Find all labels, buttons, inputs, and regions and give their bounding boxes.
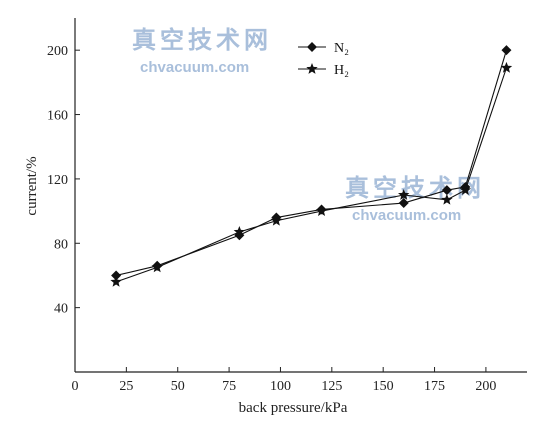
x-tick-label: 100 — [270, 379, 291, 394]
data-point-star — [441, 193, 453, 205]
x-tick-label: 175 — [424, 379, 445, 394]
x-tick-label: 25 — [119, 379, 133, 394]
data-point-diamond — [501, 45, 512, 56]
x-tick-label: 150 — [373, 379, 394, 394]
data-point-star — [306, 63, 318, 74]
x-tick-label: 200 — [475, 379, 496, 394]
data-point-diamond — [398, 198, 409, 209]
x-tick-label: 125 — [321, 379, 342, 394]
watermark-en-mid: chvacuum.com — [352, 207, 461, 224]
legend-item-n2: N₂ — [298, 41, 349, 56]
watermark: 真空技术网 chvacuum.com 真空技术网 chvacuum.com — [132, 26, 481, 224]
x-tick-label: 75 — [222, 379, 236, 394]
y-tick-label: 40 — [54, 302, 68, 317]
series-n2 — [111, 45, 512, 281]
legend-item-h2: H₂ — [298, 63, 349, 78]
y-tick-label: 80 — [54, 237, 68, 252]
x-axis-label: back pressure/kPa — [239, 400, 348, 416]
series — [110, 45, 513, 287]
legend-label: H₂ — [334, 63, 349, 78]
legend-label: N₂ — [334, 41, 349, 56]
y-axis-label: current/% — [24, 156, 40, 215]
data-point-star — [459, 184, 472, 196]
data-point-diamond — [111, 270, 122, 281]
data-point-star — [315, 205, 328, 216]
legend: N₂ H₂ — [298, 41, 349, 78]
data-point-star — [398, 189, 410, 200]
data-point-star — [110, 275, 122, 287]
x-tick-label: 0 — [72, 379, 79, 394]
series-h2 — [110, 61, 513, 287]
y-tick-label: 200 — [47, 44, 68, 59]
series-line — [115, 50, 507, 276]
data-point-star — [151, 261, 163, 273]
y-tick-label: 120 — [47, 173, 68, 188]
data-point-star — [233, 226, 246, 237]
watermark-cn-top: 真空技术网 — [132, 26, 272, 54]
data-point-star — [270, 214, 283, 226]
x-tick-label: 50 — [171, 379, 185, 394]
y-tick-label: 160 — [47, 109, 68, 124]
axes: 0 25 50 75 100 125 150 175 200 40 80 120 160 200 — [47, 18, 527, 394]
data-point-diamond — [441, 185, 452, 196]
data-point-diamond — [307, 42, 317, 52]
watermark-en-top: chvacuum.com — [140, 59, 249, 76]
data-point-star — [500, 61, 513, 73]
